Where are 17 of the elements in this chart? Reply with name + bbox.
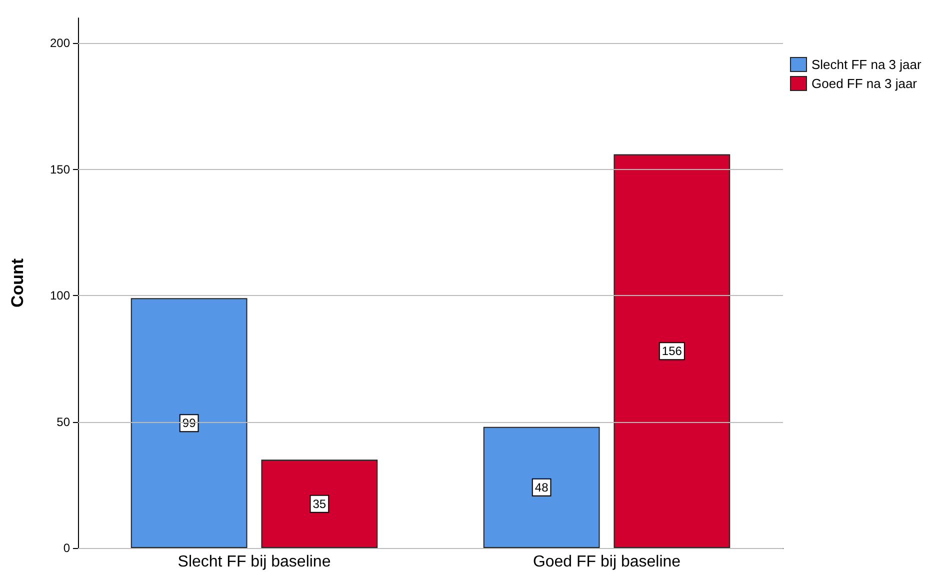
bar: [261, 460, 378, 548]
x-tick-label: Slecht FF bij baseline: [178, 554, 331, 570]
bar: [130, 298, 248, 548]
y-tick-label: 200: [50, 36, 70, 50]
legend-label: Slecht FF na 3 jaar: [812, 57, 922, 72]
bar: [614, 154, 730, 548]
y-tick-label: 0: [63, 541, 70, 555]
y-tick-label: 150: [50, 162, 70, 176]
x-tick-label: Goed FF bij baseline: [532, 554, 681, 570]
y-tick-label: 100: [50, 288, 70, 303]
legend-label: Goed FF na 3 jaar: [812, 76, 918, 91]
data-label: 35: [312, 496, 326, 511]
bar: [483, 426, 600, 548]
data-label: 48: [534, 480, 549, 494]
y-tick-label: 50: [56, 414, 70, 429]
data-label: 156: [662, 344, 682, 358]
y-axis-title: Count: [8, 258, 27, 308]
